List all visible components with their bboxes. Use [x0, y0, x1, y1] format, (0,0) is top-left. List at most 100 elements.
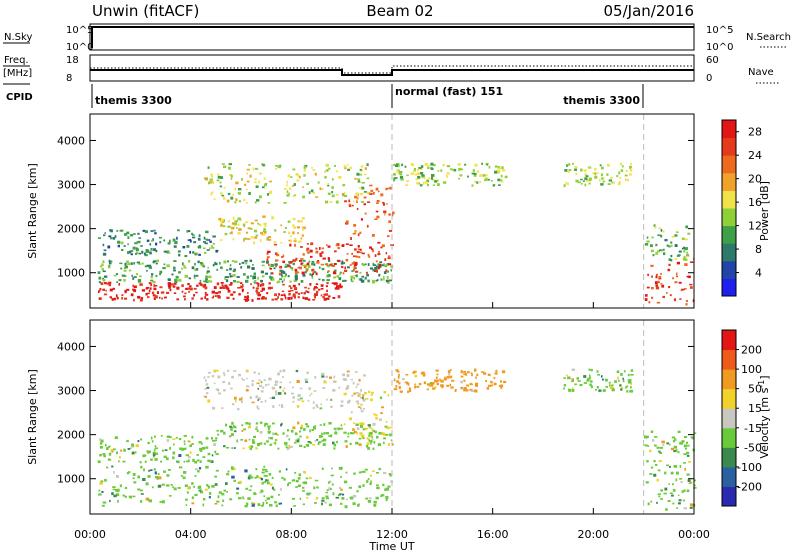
range-cell: [433, 164, 436, 167]
range-cell: [364, 263, 367, 266]
range-cell: [168, 286, 171, 289]
range-cell: [353, 266, 356, 269]
range-cell: [339, 427, 343, 430]
range-cell: [183, 471, 187, 474]
range-cell: [330, 405, 333, 408]
range-cell: [399, 175, 404, 179]
range-cell: [251, 401, 255, 404]
range-cell: [189, 285, 192, 288]
range-cell: [344, 166, 347, 170]
range-cell: [497, 169, 501, 173]
range-cell: [237, 232, 241, 235]
range-cell: [684, 258, 688, 261]
range-cell: [194, 263, 196, 266]
range-cell: [592, 172, 595, 175]
range-cell: [181, 262, 184, 266]
range-cell: [617, 182, 621, 186]
range-cell: [503, 380, 507, 384]
range-cell: [342, 493, 345, 496]
range-cell: [417, 168, 419, 172]
range-cell: [231, 475, 235, 479]
range-cell: [417, 176, 421, 179]
range-cell: [467, 384, 470, 387]
range-cell: [272, 422, 275, 425]
range-cell: [110, 449, 114, 452]
range-cell: [140, 245, 143, 247]
range-cell: [430, 168, 434, 171]
range-cell: [339, 277, 341, 281]
range-cell: [250, 236, 254, 239]
range-cell: [428, 177, 431, 180]
range-cell: [229, 498, 233, 501]
range-cell: [362, 436, 365, 440]
range-cell: [344, 266, 346, 270]
range-cell: [372, 279, 376, 283]
range-cell: [209, 460, 213, 462]
range-cell: [173, 260, 177, 262]
range-cell: [193, 287, 197, 290]
range-cell: [236, 227, 238, 229]
range-cell: [247, 292, 249, 294]
radar-title: Unwin (fitACF): [92, 2, 199, 20]
range-cell: [264, 422, 268, 426]
range-cell: [101, 504, 105, 507]
range-cell: [261, 234, 266, 236]
range-cell: [245, 389, 249, 392]
range-cell: [244, 183, 247, 186]
range-cell: [386, 276, 389, 279]
range-cell: [116, 230, 119, 232]
range-cell: [364, 276, 367, 280]
range-cell: [340, 488, 343, 491]
range-cell: [418, 167, 422, 169]
range-cell: [297, 296, 300, 299]
range-cell: [275, 168, 277, 170]
range-cell: [490, 381, 493, 384]
range-cell: [244, 295, 247, 299]
range-cell: [256, 475, 259, 479]
range-cell: [234, 220, 238, 223]
range-cell: [321, 497, 325, 500]
range-cell: [343, 164, 346, 168]
range-cell: [268, 377, 272, 381]
range-cell: [297, 438, 300, 440]
range-cell: [111, 465, 114, 468]
range-cell: [324, 501, 327, 504]
range-cell: [263, 442, 266, 445]
range-cell: [274, 380, 278, 384]
range-cell: [357, 233, 360, 237]
colorbar-tick-label: 20: [748, 173, 762, 186]
range-cell: [493, 377, 496, 380]
range-cell: [290, 176, 293, 178]
range-cell: [172, 486, 174, 489]
range-cell: [385, 496, 389, 499]
range-cell: [269, 444, 272, 446]
range-cell: [306, 243, 309, 245]
range-cell: [263, 379, 266, 381]
range-cell: [344, 200, 347, 203]
range-cell: [400, 178, 404, 181]
range-cell: [159, 241, 162, 244]
range-cell: [104, 478, 107, 482]
range-cell: [424, 181, 429, 184]
range-cell: [609, 386, 613, 389]
range-cell: [421, 174, 425, 178]
range-cell: [434, 379, 437, 383]
range-cell: [293, 240, 297, 243]
range-cell: [244, 439, 248, 442]
range-cell: [481, 371, 485, 373]
range-cell: [354, 262, 358, 265]
range-cell: [337, 247, 340, 250]
range-cell: [464, 373, 468, 376]
range-cell: [277, 165, 281, 169]
range-cell: [350, 378, 353, 381]
range-cell: [207, 371, 211, 374]
range-cell: [668, 443, 671, 446]
range-cell: [133, 262, 136, 265]
range-cell: [229, 273, 232, 275]
range-cell: [568, 163, 571, 166]
range-cell: [234, 201, 237, 204]
range-cell: [287, 220, 291, 223]
range-cell: [276, 434, 279, 436]
power-region: [563, 162, 633, 188]
range-cell: [380, 193, 384, 197]
